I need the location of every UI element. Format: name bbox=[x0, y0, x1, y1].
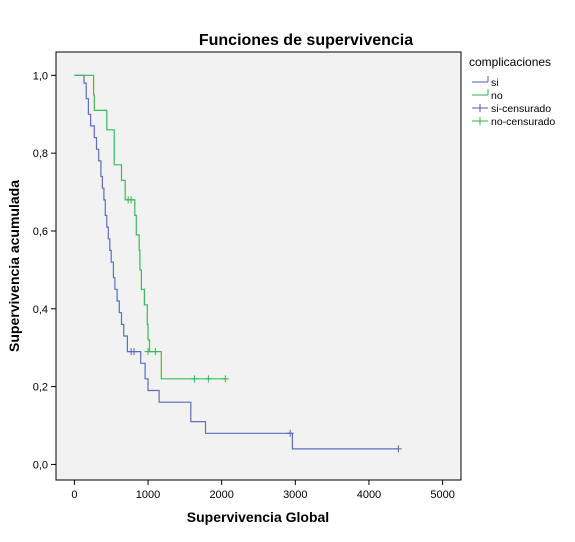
no-censurado-mark bbox=[221, 375, 229, 383]
x-tick-label: 3000 bbox=[283, 489, 307, 501]
no-censurado-mark bbox=[127, 196, 135, 204]
x-axis: 0 1000 2000 3000 4000 5000 bbox=[71, 480, 455, 501]
no-censurado-mark bbox=[151, 348, 159, 356]
no-censurado-mark bbox=[190, 375, 198, 383]
x-tick-label: 4000 bbox=[357, 489, 381, 501]
y-axis: 0,0 0,2 0,4 0,6 0,8 1,0 bbox=[33, 70, 56, 471]
x-axis-label: Supervivencia Global bbox=[187, 509, 329, 525]
x-tick-label: 1000 bbox=[136, 489, 160, 501]
y-tick-label: 1,0 bbox=[33, 70, 48, 82]
legend-title: complicaciones bbox=[469, 55, 551, 69]
si-censurado-mark bbox=[130, 348, 138, 356]
legend-symbol-si bbox=[472, 76, 489, 83]
y-tick-label: 0,2 bbox=[33, 382, 48, 394]
y-axis-label: Supervivencia acumulada bbox=[6, 180, 22, 352]
legend-entry-no: no bbox=[491, 90, 503, 102]
si-censurado-mark bbox=[286, 429, 294, 437]
series-lines bbox=[74, 74, 399, 450]
legend-entry-si: si bbox=[491, 77, 499, 89]
chart-title: Funciones de supervivencia bbox=[199, 32, 413, 49]
legend-symbol-no bbox=[472, 89, 489, 96]
plot-area bbox=[55, 51, 462, 481]
legend: complicaciones sinosi-censuradono-censur… bbox=[469, 55, 555, 128]
si-censurado-mark bbox=[394, 445, 402, 453]
legend-symbol-no-censurado bbox=[472, 117, 488, 125]
legend-symbol-si-censurado bbox=[472, 104, 488, 112]
y-tick-label: 0,4 bbox=[33, 304, 48, 316]
x-tick-label: 0 bbox=[71, 489, 77, 501]
series-no-line bbox=[74, 74, 227, 380]
no-censurado-mark bbox=[144, 348, 152, 356]
no-censurado-mark bbox=[204, 375, 212, 383]
legend-entry-no-censurado: no-censurado bbox=[491, 116, 555, 128]
y-tick-label: 0,0 bbox=[33, 459, 48, 471]
x-tick-label: 2000 bbox=[209, 489, 233, 501]
x-tick-label: 5000 bbox=[430, 489, 454, 501]
y-tick-label: 0,8 bbox=[33, 148, 48, 160]
y-tick-label: 0,6 bbox=[33, 226, 48, 238]
series-si-line bbox=[74, 74, 399, 450]
censor-marks bbox=[124, 196, 402, 453]
legend-entry-si-censurado: si-censurado bbox=[491, 103, 551, 115]
